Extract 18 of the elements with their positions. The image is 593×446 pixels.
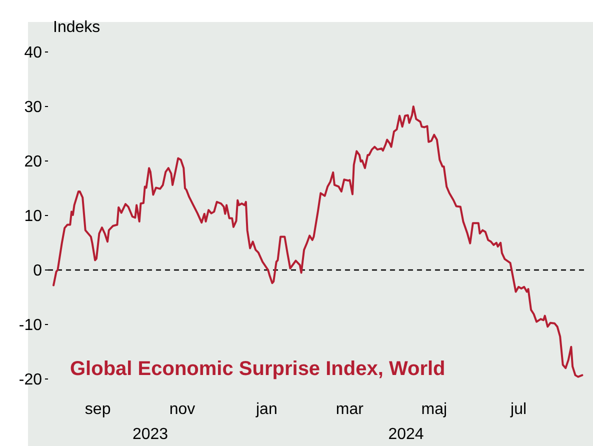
x-tick-label: nov [169,401,196,418]
y-tick-label: 10 [24,208,42,226]
y-axis-title: Indeks [53,19,100,36]
y-tick-label: 20 [24,154,42,171]
x-tick-label: maj [421,401,448,418]
y-tick-label: 0 [33,262,42,280]
y-tick-label: -10 [18,317,42,334]
line-series [52,106,584,378]
x-tick-label: jul [510,401,527,418]
text: Global Economic Surprise Index, World [70,358,446,380]
x-tick-label: mar [336,401,364,418]
text: 2023 [132,426,168,443]
x-tick-label: sep [84,401,111,418]
y-tick-label: 40 [24,44,42,62]
x-tick-label: jan [254,401,278,418]
text: 2024 [388,426,424,443]
y-tick-label: -20 [18,372,42,389]
y-tick-label: 30 [24,99,42,116]
